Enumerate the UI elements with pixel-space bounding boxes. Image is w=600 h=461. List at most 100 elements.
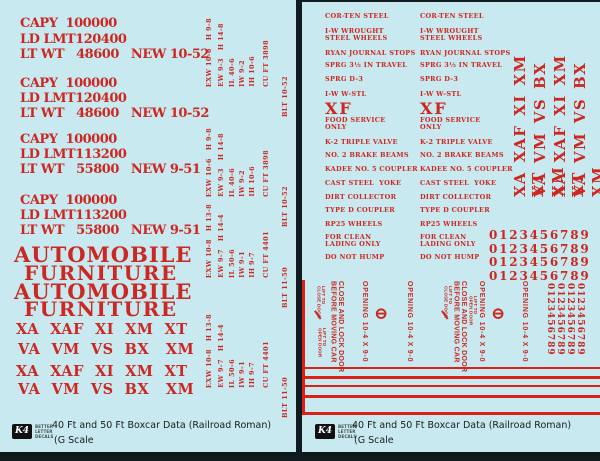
rp25-wheels-line: RP25 WHEELS [420,220,478,228]
furniture-label: FURNITURE [24,261,178,285]
dim-ew-line: EW 9-7 H 14-4 [217,324,225,388]
automobile-label: AUTOMOBILE [14,242,193,267]
dim-cuft-line: CU FT 3898 [262,40,270,87]
load-limit-line: LD LMT120400 [20,32,127,47]
dim-cuft-line: CU FT 4401 [262,231,270,278]
close-and-lock-door-label: CLOSE AND LOCK DOOR BEFORE MOVING CAR [452,281,468,373]
vertical-class-column: VA VM VS BX XM [571,61,600,197]
dim-exw-line: EXW 10-6 H 9-8 [205,17,213,87]
bottom-edge [0,452,600,461]
do-not-hump-line: DO NOT HUMP [420,253,480,261]
do-not-hump-line: DO NOT HUMP [325,253,385,261]
ryan-journal-stops-line: RYAN JOURNAL STOPS [420,49,511,57]
dim-exw-line: EXW 10-6 H 9-8 [205,127,213,197]
clean-lading-line: FOR CLEAN LADING ONLY [420,233,476,248]
car-class-line: VA VM VS BX XM [18,381,195,398]
k4-logo-words: BETTER LETTER DECALS [338,424,357,439]
dim-iw-line: IW 9-2 [238,60,246,87]
automobile-label: AUTOMOBILE [14,279,193,304]
food-service-line: FOOD SERVICE ONLY [420,116,481,131]
stripe-decal [302,376,600,379]
dim-exw-line: EXW 10-8 H 13-8 [205,203,213,278]
red-edge-stripe [302,280,305,412]
light-weight-line: LT WT 48600 NEW 10-52 [20,106,209,121]
dim-exw-line: EXW 10-8 H 13-8 [205,313,213,388]
dim-ih-line: IH 9-7 [248,252,256,278]
dim-blt-line: BLT 10-52 [281,185,289,227]
vertical-number-strip: 0123456789 [555,283,565,356]
vertical-number-strip: 0123456789 [565,283,575,356]
circle-bar-symbol: ⊖ [491,304,506,324]
dim-ih-line: IH 10-6 [248,56,256,87]
wrought-steel-wheels-line: I-W WROUGHT STEEL WHEELS [420,27,483,42]
k4-logo: K4 [315,424,335,439]
left-decal-panel: CAPY 100000 LD LMT120400 LT WT 48600 NEW… [0,0,296,461]
k4-logo: K4 [12,424,32,439]
stripe-decal [302,394,600,398]
number-set-row: 0123456789 [489,255,591,269]
type-d-coupler-line: TYPE D COUPLER [325,206,395,214]
capy-line: CAPY 100000 [20,132,117,147]
load-limit-line: LD LMT120400 [20,91,127,106]
cor-ten-steel-line: COR-TEN STEEL [420,12,484,20]
car-class-line: VA VM VS BX XM [18,341,195,358]
dirt-collector-line: DIRT COLLECTOR [420,193,492,201]
kadee-coupler-line: KADEE NO. 5 COUPLER [420,165,513,173]
product-title: 40 Ft and 50 Ft Boxcar Data (Railroad Ro… [352,420,572,431]
dirt-collector-line: DIRT COLLECTOR [325,193,397,201]
cor-ten-steel-line: COR-TEN STEEL [325,12,389,20]
k4-logo-words: BETTER LETTER DECALS [35,424,54,439]
door-opening-dimension-label: OPENING 10-4 X 9-0 [478,281,485,363]
door-opening-dimension-label: OPENING 10-4 X 9-0 [406,281,413,363]
sprg-travel-line: SPRG 3½ IN TRAVEL [325,61,408,69]
stripe-decal [302,367,600,369]
dim-ih-line: IH 10-6 [248,166,256,197]
wrought-steel-wheels-line: I-W WROUGHT STEEL WHEELS [325,27,388,42]
brake-beams-line: NO. 2 BRAKE BEAMS [420,151,504,159]
load-limit-line: LD LMT113200 [20,147,127,162]
capy-line: CAPY 100000 [20,193,117,208]
light-weight-line: LT WT 55800 NEW 9-51 [20,223,201,238]
capy-line: CAPY 100000 [20,76,117,91]
sprg-d3-line: SPRG D-3 [420,75,459,83]
lift-to-close-door-label: LIFT TO CLOSE DOOR [316,286,327,319]
circle-bar-symbol: ⊖ [374,304,389,324]
xf-class-label: XF [325,99,353,118]
panel-divider [296,0,302,461]
cast-steel-yoke-line: CAST STEEL YOKE [325,179,402,187]
close-and-lock-door-label: CLOSE AND LOCK DOOR BEFORE MOVING CAR [329,281,345,373]
number-set-row: 0123456789 [489,241,591,256]
door-opening-dimension-label: OPENING 10-4 X 9-0 [361,281,368,363]
stripe-decal [302,385,600,387]
capy-line: CAPY 100000 [20,16,117,31]
dim-cuft-line: CU FT 4401 [262,341,270,388]
dim-iw-line: IW 9-2 [238,170,246,197]
dim-blt-line: BLT 11-50 [281,266,289,308]
dim-il-line: IL 40-6 [228,58,236,87]
lift-to-open-door-label: LIFT TO OPEN DOOR [468,296,479,326]
k2-triple-valve-line: K-2 TRIPLE VALVE [420,138,493,146]
data-text-column: COR-TEN STEEL I-W WROUGHT STEEL WHEELS R… [325,0,420,280]
car-class-line: XA XAF XI XM XT [16,321,188,338]
light-weight-line: LT WT 48600 NEW 10-52 [20,47,209,62]
product-title: 40 Ft and 50 Ft Boxcar Data (Railroad Ro… [52,420,272,431]
kadee-coupler-line: KADEE NO. 5 COUPLER [325,165,418,173]
dim-ew-line: EW 9-3 H 14-8 [217,23,225,87]
rp25-wheels-line: RP25 WHEELS [325,220,383,228]
furniture-label: FURNITURE [24,297,178,321]
xf-class-label: XF [420,99,448,118]
dim-blt-line: BLT 11-50 [281,376,289,418]
dim-il-line: IL 40-6 [228,168,236,197]
dim-blt-line: BLT 10-52 [281,75,289,117]
top-edge [302,0,600,2]
dim-iw-line: IW 9-1 [238,251,246,278]
number-set-row: 0123456789 [489,228,591,242]
product-scale: (G Scale [354,435,394,446]
dim-cuft-line: CU FT 3898 [262,150,270,197]
vertical-number-strip: 0123456789 [575,283,585,356]
product-scale: (G Scale [54,435,94,446]
clean-lading-line: FOR CLEAN LADING ONLY [325,233,381,248]
light-weight-line: LT WT 55800 NEW 9-51 [20,162,201,177]
ryan-journal-stops-line: RYAN JOURNAL STOPS [325,49,416,57]
